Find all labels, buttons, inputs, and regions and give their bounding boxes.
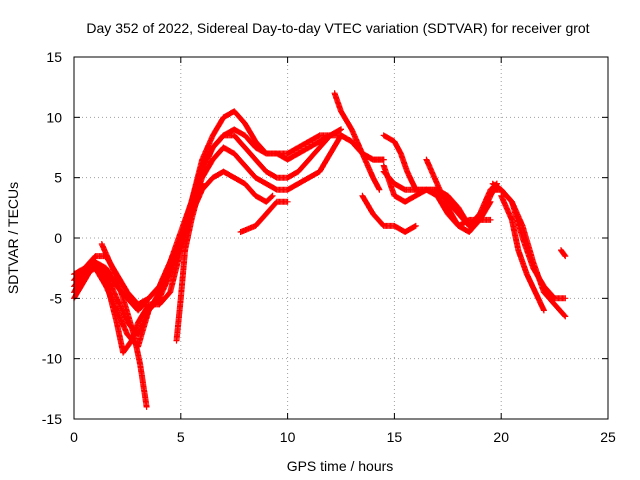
x-tick-label: 5 [177,429,185,445]
y-tick-label: -5 [50,290,63,306]
series-track-14 [423,156,494,235]
y-tick-label: 15 [46,49,62,65]
series-track-16 [489,186,569,302]
x-tick-label: 25 [600,429,616,445]
y-tick-label: 0 [54,230,62,246]
data-point-markers [71,132,387,338]
data-point-markers [331,90,383,193]
data-point-markers [71,132,387,350]
y-axis-label: SDTVAR / TECUs [5,182,21,294]
series-track-10 [359,192,419,235]
axis-ticks: 0 5 10 15 20 25 -15 -10 -5 0 5 10 15 [42,49,616,445]
series-track-9 [331,90,383,193]
series-track-18 [558,247,569,260]
series-track-3 [71,132,387,338]
data-point-markers [173,180,206,344]
data-point-markers [498,192,547,314]
data-point-markers [489,186,569,302]
x-tick-label: 20 [493,429,509,445]
y-tick-label: 5 [54,170,62,186]
grid-lines [74,57,608,419]
y-tick-label: 10 [46,109,62,125]
series-track-8 [237,198,291,235]
x-tick-label: 15 [387,429,403,445]
data-point-markers [558,247,569,260]
y-tick-label: -10 [42,351,62,367]
x-tick-label: 0 [70,429,78,445]
x-axis-label: GPS time / hours [287,458,394,474]
data-point-markers [423,156,494,235]
x-tick-label: 10 [280,429,296,445]
data-point-markers [359,192,419,235]
data-point-markers [237,198,291,235]
series-track-6 [98,241,150,410]
series-track-17 [498,192,547,314]
data-markers [71,90,569,410]
series-track-2 [71,132,387,350]
series-track-7 [173,180,206,344]
chart-title: Day 352 of 2022, Sidereal Day-to-day VTE… [86,20,589,36]
data-point-markers [98,241,150,410]
y-tick-label: -15 [42,411,62,427]
